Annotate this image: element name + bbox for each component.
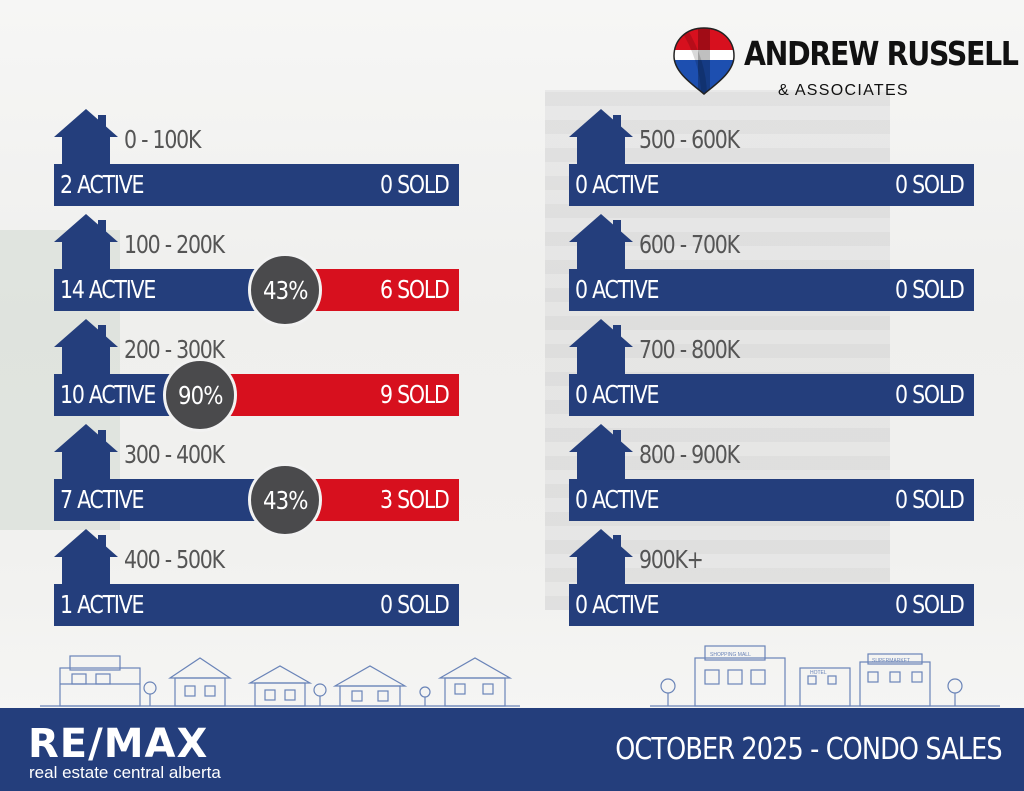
skyline-sign-hotel: HOTEL xyxy=(810,670,827,676)
house-icon xyxy=(569,529,633,593)
sell-through-percent: 43% xyxy=(262,485,308,515)
house-icon xyxy=(569,214,633,278)
active-count-label: 0 ACTIVE xyxy=(575,275,659,304)
active-bar: 1 ACTIVE 0 SOLD xyxy=(54,584,459,626)
sold-count-label: 0 SOLD xyxy=(895,380,965,409)
house-icon xyxy=(54,529,118,593)
brand-subtitle: & ASSOCIATES xyxy=(778,82,909,99)
price-range-row: 100 - 200K 14 ACTIVE 6 SOLD 43% xyxy=(54,214,464,327)
sold-count-label: 3 SOLD xyxy=(380,485,450,514)
skyline-sign-supermarket: SUPERMARKET xyxy=(872,658,910,664)
price-range-row: 200 - 300K 10 ACTIVE 9 SOLD 90% xyxy=(54,319,464,432)
skyline-sign-mall: SHOPPING MALL xyxy=(710,652,751,658)
active-bar: 0 ACTIVE 0 SOLD xyxy=(569,584,974,626)
sold-count-label: 0 SOLD xyxy=(380,590,450,619)
sell-through-badge: 43% xyxy=(247,463,322,537)
house-icon xyxy=(54,319,118,383)
active-bar: 0 ACTIVE 0 SOLD xyxy=(569,164,974,206)
sold-bar xyxy=(199,374,459,416)
price-range-row: 500 - 600K 0 ACTIVE 0 SOLD xyxy=(569,109,979,207)
sold-count-label: 0 SOLD xyxy=(895,485,965,514)
sell-through-percent: 90% xyxy=(177,380,223,410)
active-count-label: 0 ACTIVE xyxy=(575,485,659,514)
house-icon xyxy=(569,424,633,488)
andrew-russell-logo: ANDREW RUSSELL & ASSOCIATES xyxy=(672,26,1019,102)
active-bar: 0 ACTIVE 0 SOLD xyxy=(569,374,974,416)
sell-through-percent: 43% xyxy=(262,275,308,305)
sold-count-label: 0 SOLD xyxy=(895,170,965,199)
remax-tagline: real estate central alberta xyxy=(29,763,221,782)
sold-count-label: 6 SOLD xyxy=(380,275,450,304)
active-count-label: 10 ACTIVE xyxy=(60,380,156,409)
price-range-label: 0 - 100K xyxy=(124,125,201,154)
price-range-label: 600 - 700K xyxy=(639,230,740,259)
price-range-label: 700 - 800K xyxy=(639,335,740,364)
price-range-row: 300 - 400K 7 ACTIVE 3 SOLD 43% xyxy=(54,424,464,537)
sold-count-label: 0 SOLD xyxy=(895,590,965,619)
sold-count-label: 0 SOLD xyxy=(380,170,450,199)
house-icon xyxy=(54,424,118,488)
house-icon xyxy=(54,214,118,278)
hot-air-balloon-icon xyxy=(673,27,735,95)
town-skyline-illustration: SHOPPING MALL SUPERMARKET HOTEL xyxy=(40,645,1000,707)
price-range-label: 500 - 600K xyxy=(639,125,740,154)
price-range-row: 400 - 500K 1 ACTIVE 0 SOLD xyxy=(54,529,464,627)
price-range-row: 700 - 800K 0 ACTIVE 0 SOLD xyxy=(569,319,979,417)
active-count-label: 2 ACTIVE xyxy=(60,170,144,199)
active-bar: 14 ACTIVE 6 SOLD 43% xyxy=(54,253,459,327)
active-bar: 2 ACTIVE 0 SOLD xyxy=(54,164,459,206)
remax-logo: RE/MAX xyxy=(28,721,209,767)
active-count-label: 0 ACTIVE xyxy=(575,590,659,619)
active-bar: 0 ACTIVE 0 SOLD xyxy=(569,479,974,521)
price-range-row: 600 - 700K 0 ACTIVE 0 SOLD xyxy=(569,214,979,312)
active-count-label: 7 ACTIVE xyxy=(60,485,144,514)
active-count-label: 14 ACTIVE xyxy=(60,275,156,304)
price-range-label: 900K+ xyxy=(639,545,704,574)
active-count-label: 0 ACTIVE xyxy=(575,380,659,409)
active-count-label: 1 ACTIVE xyxy=(60,590,144,619)
house-icon xyxy=(569,109,633,173)
sell-through-badge: 90% xyxy=(162,358,237,432)
price-range-label: 400 - 500K xyxy=(124,545,225,574)
sell-through-badge: 43% xyxy=(247,253,322,327)
price-range-label: 800 - 900K xyxy=(639,440,740,469)
price-range-label: 300 - 400K xyxy=(124,440,225,469)
price-range-chart: 0 - 100K 2 ACTIVE 0 SOLD 100 - 200K 14 ACTIV… xyxy=(54,109,979,627)
sold-count-label: 9 SOLD xyxy=(380,380,450,409)
price-range-row: 900K+ 0 ACTIVE 0 SOLD xyxy=(569,529,979,627)
footer-band: RE/MAX real estate central alberta OCTOB… xyxy=(0,708,1024,791)
active-count-label: 0 ACTIVE xyxy=(575,170,659,199)
active-bar: 0 ACTIVE 0 SOLD xyxy=(569,269,974,311)
active-bar: 10 ACTIVE 9 SOLD 90% xyxy=(54,358,459,432)
page-title: OCTOBER 2025 - CONDO SALES xyxy=(615,732,1002,767)
house-icon xyxy=(54,109,118,173)
brand-name: ANDREW RUSSELL xyxy=(744,34,1019,73)
active-bar: 7 ACTIVE 3 SOLD 43% xyxy=(54,463,459,537)
price-range-row: 800 - 900K 0 ACTIVE 0 SOLD xyxy=(569,424,979,522)
price-range-label: 100 - 200K xyxy=(124,230,225,259)
price-range-row: 0 - 100K 2 ACTIVE 0 SOLD xyxy=(54,109,464,207)
sold-count-label: 0 SOLD xyxy=(895,275,965,304)
house-icon xyxy=(569,319,633,383)
